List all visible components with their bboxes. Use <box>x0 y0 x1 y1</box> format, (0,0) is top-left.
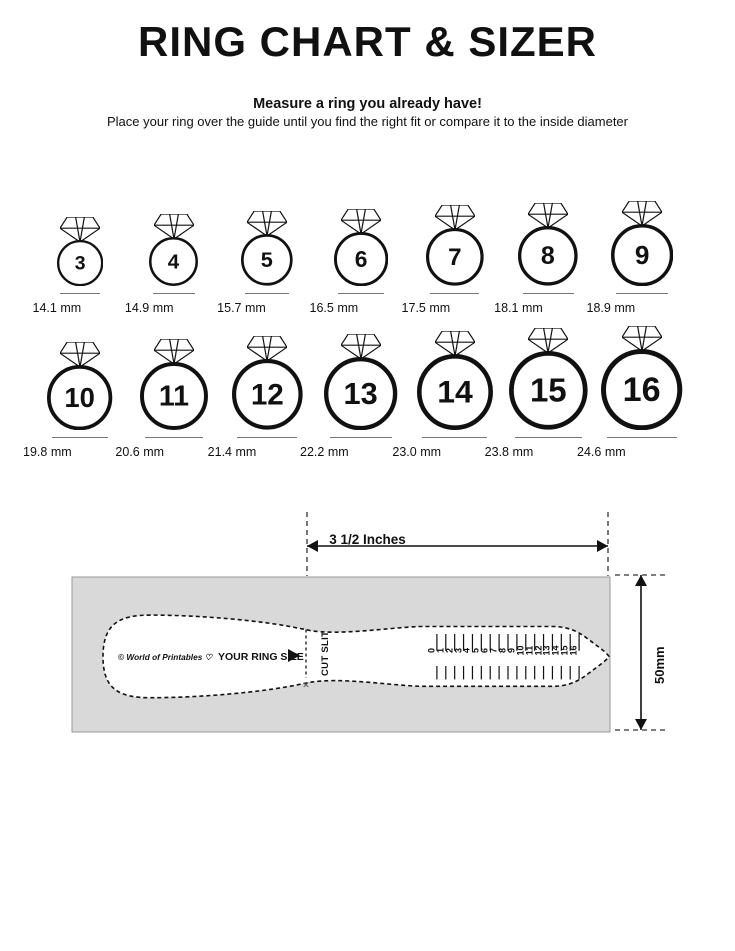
svg-text:11: 11 <box>159 381 189 413</box>
svg-text:7: 7 <box>448 244 461 271</box>
svg-text:13: 13 <box>344 376 378 411</box>
svg-text:8: 8 <box>541 243 555 271</box>
svg-text:5: 5 <box>261 247 273 272</box>
svg-text:14: 14 <box>437 374 473 410</box>
svg-text:15: 15 <box>530 372 567 409</box>
svg-text:12: 12 <box>251 379 284 412</box>
svg-text:✕: ✕ <box>302 680 310 690</box>
svg-text:6: 6 <box>355 246 368 272</box>
svg-text:10: 10 <box>65 382 95 413</box>
svg-text:16: 16 <box>623 371 661 409</box>
svg-text:9: 9 <box>635 240 650 270</box>
svg-text:4: 4 <box>168 250 180 273</box>
svg-text:3: 3 <box>75 252 86 274</box>
